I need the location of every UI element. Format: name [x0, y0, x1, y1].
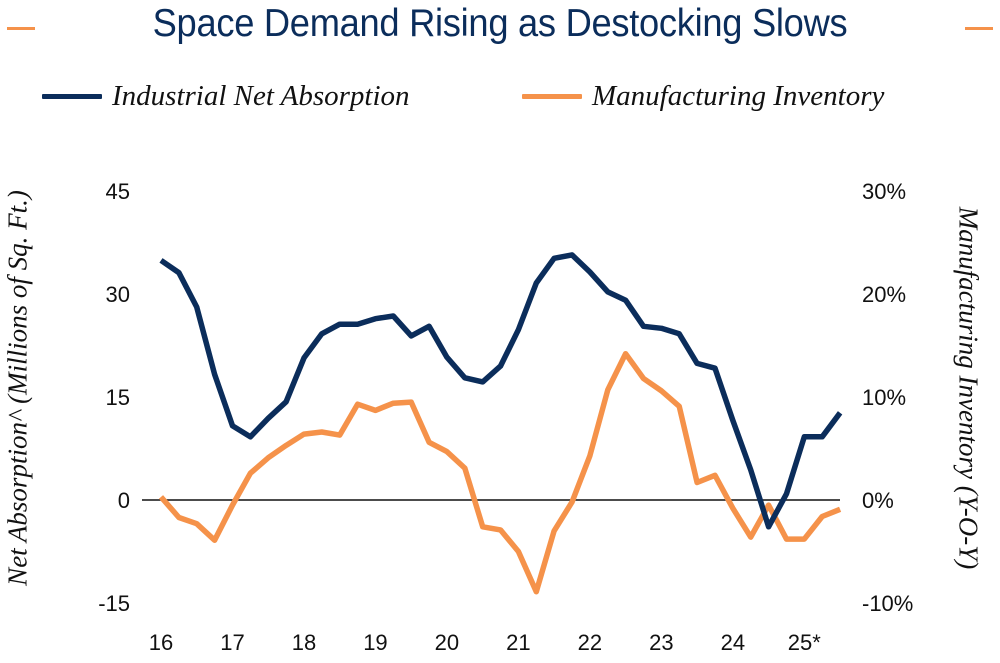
- left-axis-ticks: 45 30 15 0 -15: [98, 179, 130, 616]
- legend: Industrial Net Absorption Manufacturing …: [0, 74, 1000, 118]
- legend-swatch-net-absorption: [42, 93, 102, 99]
- right-tick-label: 10%: [862, 385, 906, 410]
- x-tick-label: 20: [435, 630, 459, 655]
- x-tick-label: 18: [292, 630, 316, 655]
- chart-title: Space Demand Rising as Destocking Slows: [152, 2, 848, 45]
- legend-label-manufacturing-inventory: Manufacturing Inventory: [592, 79, 885, 112]
- left-tick-label: 45: [106, 179, 130, 204]
- right-tick-label: -10%: [862, 591, 913, 616]
- x-tick-label: 24: [721, 630, 745, 655]
- x-tick-label: 21: [506, 630, 530, 655]
- legend-swatch-manufacturing-inventory: [522, 93, 582, 99]
- right-tick-label: 0%: [862, 488, 894, 513]
- right-axis-ticks: 30% 20% 10% 0% -10%: [862, 179, 913, 616]
- series-layer: [158, 252, 843, 595]
- x-tick-label: 23: [649, 630, 673, 655]
- left-tick-label: -15: [98, 591, 130, 616]
- legend-item-manufacturing-inventory: Manufacturing Inventory: [522, 74, 884, 118]
- x-tick-label: 16: [149, 630, 173, 655]
- x-tick-label: 22: [578, 630, 602, 655]
- series-line-manufacturing-inventory: [158, 350, 842, 595]
- left-tick-label: 0: [118, 488, 130, 513]
- x-tick-label: 19: [363, 630, 387, 655]
- title-dash-right: [965, 27, 993, 30]
- series-line-industrial-net-absorption: [159, 252, 843, 530]
- right-tick-label: 30%: [862, 179, 906, 204]
- x-tick-label: 25*: [788, 630, 821, 655]
- x-tick-label: 17: [220, 630, 244, 655]
- x-axis-ticks: 16 17 18 19 20 21 22 23 24 25*: [149, 630, 822, 655]
- left-tick-label: 15: [106, 385, 130, 410]
- legend-label-net-absorption: Industrial Net Absorption: [112, 79, 410, 112]
- left-tick-label: 30: [106, 282, 130, 307]
- legend-item-net-absorption: Industrial Net Absorption: [42, 74, 410, 118]
- title-row: Space Demand Rising as Destocking Slows: [0, 0, 1000, 56]
- title-dash-left: [7, 27, 35, 30]
- right-tick-label: 20%: [862, 282, 906, 307]
